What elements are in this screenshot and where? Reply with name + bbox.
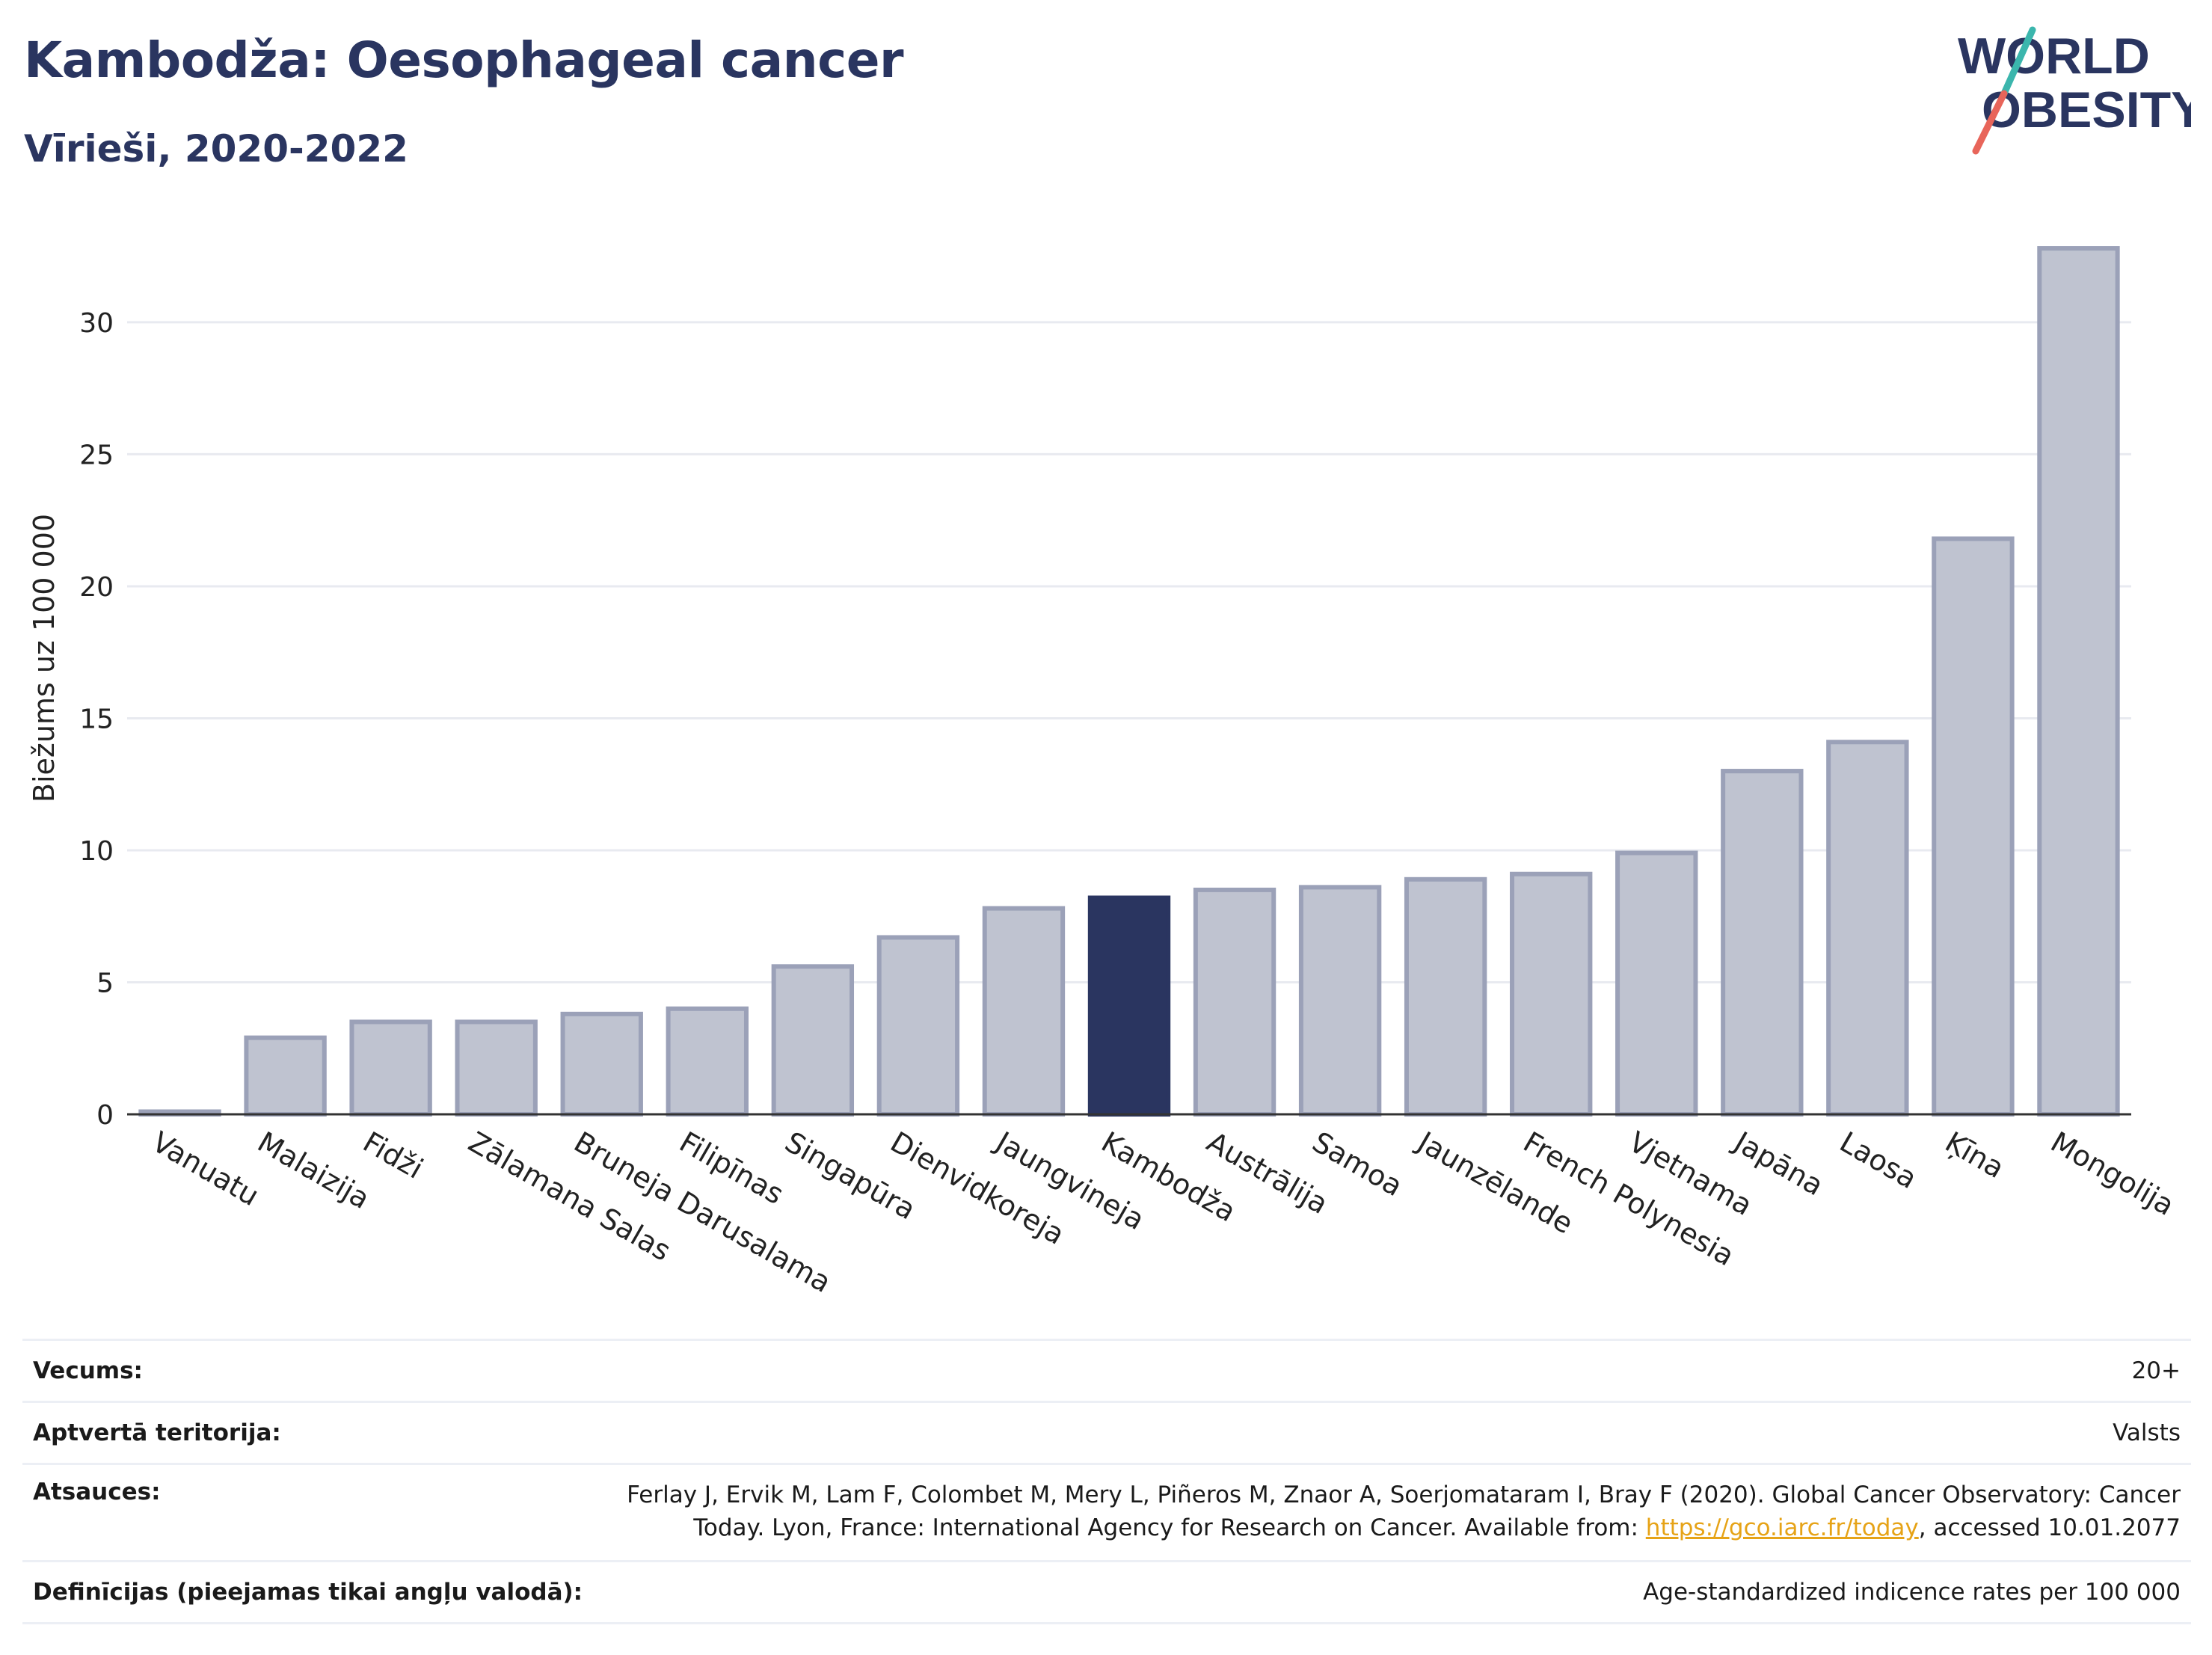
bar-dienvidkoreja[interactable] [876,935,960,1117]
logo-line2: OBESITY [1982,82,2191,138]
info-value: Valsts [2113,1419,2181,1446]
bar-jaunzēlande[interactable] [1404,876,1487,1117]
bar-bruneja-darusalama[interactable] [560,1011,643,1117]
bar-ķīna[interactable] [1932,536,2015,1117]
bar-jaungvineja[interactable] [982,906,1066,1117]
x-tick-label: Mongolija [2045,1126,2180,1222]
bar-mongolija[interactable] [2037,246,2120,1117]
bar-malaizija[interactable] [244,1035,327,1117]
y-tick-label: 15 [79,704,114,734]
info-label: Vecums: [33,1357,143,1384]
bar-austrālija[interactable] [1193,887,1276,1117]
bar-french-polynesia[interactable] [1510,871,1593,1117]
bar-fidži[interactable] [349,1019,432,1117]
bar-zālamana-salas[interactable] [455,1019,538,1117]
bar-filipīnas[interactable] [666,1006,749,1117]
info-row-definitions: Definīcijas (pieejamas tikai angļu valod… [22,1560,2191,1624]
logo-line1: WORLD [1958,28,2150,85]
reference-line2: Today. Lyon, France: International Agenc… [693,1514,1646,1541]
reference-accessed: , accessed 10.01.2077 [1918,1514,2181,1541]
y-axis-label: Biežums uz 100 000 [28,514,61,802]
reference-line1: Ferlay J, Ervik M, Lam F, Colombet M, Me… [627,1481,2181,1508]
info-row-age: Vecums: 20+ [22,1339,2191,1401]
x-tick-label: Ķīna [1940,1126,2010,1185]
info-row-references: Atsauces: Ferlay J, Ervik M, Lam F, Colo… [22,1463,2191,1560]
info-value: Age-standardized indicence rates per 100… [1643,1579,2181,1606]
chart-title: Kambodža: Oesophageal cancer [24,31,904,89]
x-tick-label: Dienvidkoreja [885,1126,1069,1251]
bar-samoa[interactable] [1298,885,1382,1117]
bar-laosa[interactable] [1826,740,1909,1117]
bar-kambodža[interactable] [1087,895,1171,1117]
x-tick-label: Fidži [357,1126,428,1185]
y-tick-label: 10 [79,836,114,867]
y-tick-label: 5 [96,968,114,998]
info-row-coverage: Aptvertā teritorija: Valsts [22,1401,2191,1463]
reference-link[interactable]: https://gco.iarc.fr/today [1645,1514,1919,1541]
x-tick-label: Vanuatu [147,1126,265,1212]
y-tick-label: 20 [79,572,114,603]
info-label: Atsauces: [33,1479,161,1505]
chart-subtitle: Vīrieši, 2020-2022 [24,127,408,171]
y-tick-label: 0 [96,1100,114,1131]
info-value: 20+ [2131,1357,2181,1384]
x-tick-label: Laosa [1834,1126,1923,1196]
x-tick-label: Malaizija [252,1126,375,1216]
bar-singapūra[interactable] [771,964,855,1117]
info-label: Definīcijas (pieejamas tikai angļu valod… [33,1579,583,1606]
y-tick-label: 25 [79,440,114,470]
bar-vjetnama[interactable] [1615,850,1698,1117]
world-obesity-logo: WORLD OBESITY [1958,26,2191,155]
y-tick-label: 30 [79,308,114,339]
info-label: Aptvertā teritorija: [33,1419,281,1446]
bar-japāna[interactable] [1721,769,1804,1117]
info-table: Vecums: 20+ Aptvertā teritorija: Valsts … [22,1339,2191,1624]
info-value: Ferlay J, Ervik M, Lam F, Colombet M, Me… [627,1479,2181,1560]
